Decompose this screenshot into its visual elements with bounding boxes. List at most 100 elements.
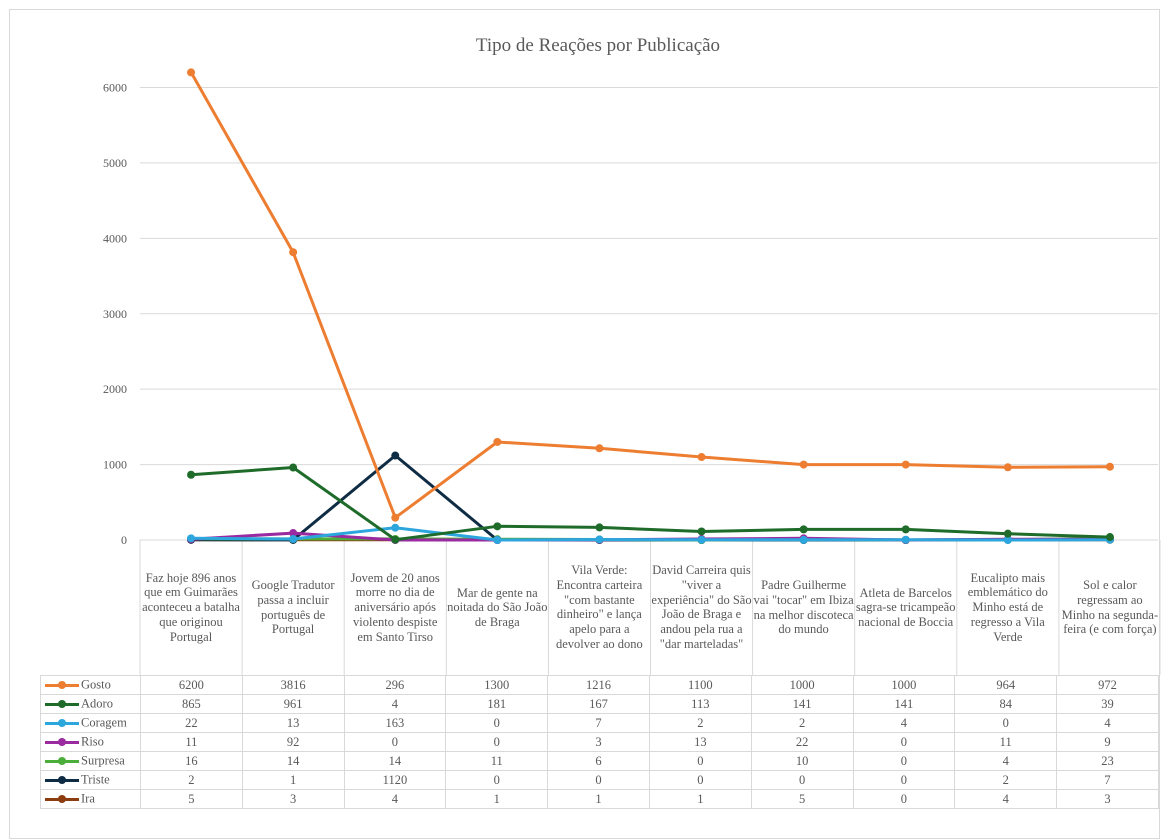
series-name: Ira bbox=[81, 792, 95, 806]
category-label: David Carreira quis "viver a experiência… bbox=[651, 563, 753, 652]
series-adoro bbox=[187, 464, 1114, 544]
legend-key: Coragem bbox=[41, 714, 141, 733]
data-value: 13 bbox=[649, 733, 751, 752]
data-value: 6 bbox=[548, 752, 650, 771]
data-value: 11 bbox=[446, 752, 548, 771]
data-point bbox=[902, 461, 910, 469]
data-value: 0 bbox=[446, 733, 548, 752]
data-value: 2 bbox=[140, 771, 242, 790]
data-value: 7 bbox=[548, 714, 650, 733]
data-value: 296 bbox=[344, 676, 446, 695]
data-value: 0 bbox=[853, 771, 955, 790]
y-tick-label: 2000 bbox=[103, 382, 127, 396]
series-name: Gosto bbox=[81, 678, 111, 692]
data-point bbox=[391, 452, 399, 460]
category-label: Jovem de 20 anos morre no dia de anivers… bbox=[344, 571, 446, 645]
data-value: 22 bbox=[140, 714, 242, 733]
data-value: 1000 bbox=[853, 676, 955, 695]
data-value: 92 bbox=[242, 733, 344, 752]
data-value: 2 bbox=[955, 771, 1057, 790]
data-value: 2 bbox=[649, 714, 751, 733]
plot-area bbox=[187, 68, 1114, 544]
legend-swatch bbox=[43, 794, 81, 804]
y-tick-label: 4000 bbox=[103, 231, 127, 245]
data-point bbox=[800, 536, 808, 544]
data-value: 16 bbox=[140, 752, 242, 771]
category-label: Faz hoje 896 anos que em Guimarães acont… bbox=[140, 571, 242, 645]
data-value: 163 bbox=[344, 714, 446, 733]
legend-swatch bbox=[43, 775, 81, 785]
data-point bbox=[698, 453, 706, 461]
data-value: 0 bbox=[344, 733, 446, 752]
data-value: 141 bbox=[751, 695, 853, 714]
data-value: 4 bbox=[955, 752, 1057, 771]
data-point bbox=[187, 471, 195, 479]
data-value: 3 bbox=[548, 733, 650, 752]
data-point bbox=[800, 525, 808, 533]
data-value: 23 bbox=[1057, 752, 1159, 771]
data-point bbox=[1004, 463, 1012, 471]
data-point bbox=[391, 536, 399, 544]
category-label: Google Tradutor passa a incluir portuguê… bbox=[242, 578, 344, 637]
data-value: 1120 bbox=[344, 771, 446, 790]
data-point bbox=[493, 438, 501, 446]
data-point bbox=[493, 522, 501, 530]
y-tick-label: 1000 bbox=[103, 458, 127, 472]
data-point bbox=[698, 536, 706, 544]
legend-key: Triste bbox=[41, 771, 141, 790]
data-point bbox=[289, 248, 297, 256]
legend-swatch bbox=[43, 680, 81, 690]
data-value: 3816 bbox=[242, 676, 344, 695]
data-point bbox=[187, 534, 195, 542]
data-value: 6200 bbox=[140, 676, 242, 695]
data-value: 4 bbox=[1057, 714, 1159, 733]
data-value: 167 bbox=[548, 695, 650, 714]
data-value: 181 bbox=[446, 695, 548, 714]
data-value: 11 bbox=[955, 733, 1057, 752]
data-value: 4 bbox=[344, 695, 446, 714]
category-label: Mar de gente na noitada do São João de B… bbox=[446, 586, 548, 630]
data-value: 0 bbox=[446, 771, 548, 790]
data-value: 5 bbox=[140, 790, 242, 809]
data-point bbox=[289, 464, 297, 472]
data-value: 14 bbox=[242, 752, 344, 771]
legend-key: Ira bbox=[41, 790, 141, 809]
category-label: Atleta de Barcelos sagra-se tricampeão n… bbox=[855, 586, 957, 630]
data-value: 0 bbox=[548, 771, 650, 790]
data-point bbox=[902, 536, 910, 544]
data-value: 84 bbox=[955, 695, 1057, 714]
y-tick-label: 3000 bbox=[103, 307, 127, 321]
legend-swatch bbox=[43, 737, 81, 747]
data-value: 0 bbox=[853, 752, 955, 771]
data-point bbox=[289, 535, 297, 543]
chart-title: Tipo de Reações por Publicação bbox=[476, 35, 720, 56]
data-value: 964 bbox=[955, 676, 1057, 695]
series-name: Adoro bbox=[81, 697, 113, 711]
data-value: 2 bbox=[751, 714, 853, 733]
legend-swatch bbox=[43, 718, 81, 728]
series-line bbox=[191, 468, 1110, 540]
data-value: 5 bbox=[751, 790, 853, 809]
data-value: 3 bbox=[1057, 790, 1159, 809]
data-value: 113 bbox=[649, 695, 751, 714]
data-value: 4 bbox=[853, 714, 955, 733]
data-value: 0 bbox=[751, 771, 853, 790]
data-point bbox=[493, 536, 501, 544]
legend-swatch bbox=[43, 699, 81, 709]
data-value: 13 bbox=[242, 714, 344, 733]
data-value: 972 bbox=[1057, 676, 1159, 695]
series-line bbox=[191, 72, 1110, 517]
data-value: 1000 bbox=[751, 676, 853, 695]
series-gosto bbox=[187, 68, 1114, 521]
y-tick-label: 6000 bbox=[103, 81, 127, 95]
data-value: 9 bbox=[1057, 733, 1159, 752]
data-value: 10 bbox=[751, 752, 853, 771]
data-value: 0 bbox=[446, 714, 548, 733]
